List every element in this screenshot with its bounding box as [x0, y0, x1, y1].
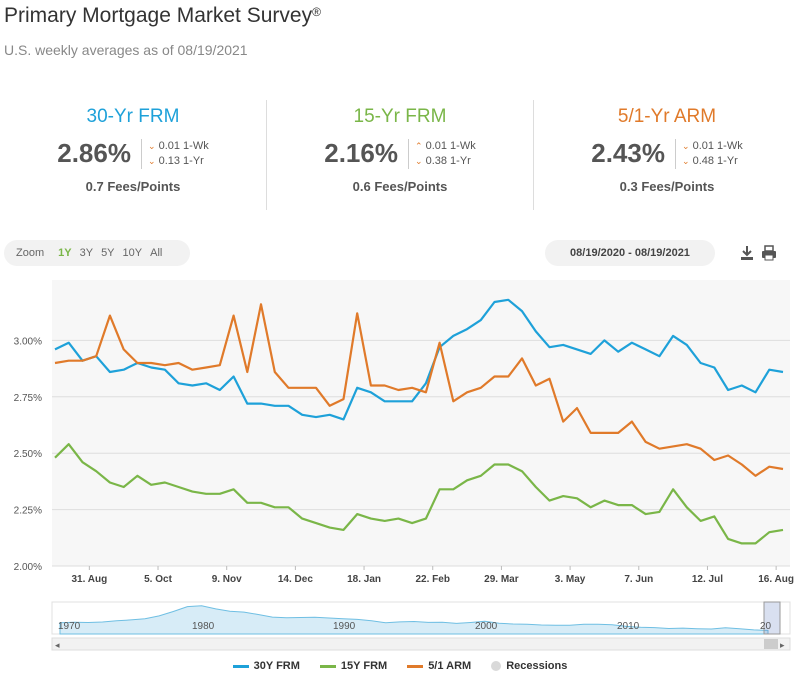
- rate-value: 2.16%: [324, 138, 398, 168]
- scroll-left-icon[interactable]: ◂: [55, 640, 60, 650]
- date-range[interactable]: 08/19/2020 - 08/19/2021: [545, 240, 715, 266]
- legend-item-30y[interactable]: 30Y FRM: [232, 660, 300, 672]
- navigator-label: 2010: [617, 621, 640, 632]
- week-change: 0.01 1-Wk: [692, 139, 743, 152]
- rate-change: ⌄ 0.01 1-Wk ⌄ 0.48 1-Yr: [674, 138, 743, 169]
- rate-fees: 0.6 Fees/Points: [352, 179, 448, 194]
- rate-chart: 2.00% 2.25% 2.50% 2.75% 3.00% 31. Aug 5. Oct 9.…: [14, 280, 794, 585]
- rate-30yr: 30-Yr FRM 2.86% ⌄ 0.01 1-Wk ⌄ 0.13 1-Yr …: [0, 100, 266, 210]
- title-text: Primary Mortgage Market Survey: [4, 4, 313, 27]
- zoom-all-button[interactable]: All: [150, 247, 163, 259]
- scrollbar-thumb[interactable]: [764, 639, 778, 649]
- download-icon[interactable]: [738, 244, 756, 262]
- rate-name: 15-Yr FRM: [353, 106, 447, 127]
- navigator-label: 1990: [333, 621, 356, 632]
- chevron-down-icon: ⌄: [414, 155, 423, 166]
- week-change: 0.01 1-Wk: [158, 139, 209, 152]
- legend-swatch: [407, 664, 424, 668]
- week-change: 0.01 1-Wk: [425, 139, 476, 152]
- zoom-bar: Zoom 1Y 3Y 5Y 10Y All: [4, 240, 190, 266]
- chart-navigator[interactable]: 1970 1980 1990 2000 2010 20 ◂ ▸: [0, 600, 800, 652]
- legend-label: 15Y FRM: [340, 660, 388, 672]
- rate-name: 5/1-Yr ARM: [617, 106, 717, 127]
- chevron-down-icon: ⌄: [147, 140, 156, 151]
- navigator-series: [59, 605, 769, 635]
- chevron-down-icon: ⌄: [147, 155, 156, 166]
- scrollbar-track[interactable]: [51, 637, 791, 651]
- page-subtitle: U.S. weekly averages as of 08/19/2021: [4, 42, 248, 58]
- zoom-5y-button[interactable]: 5Y: [101, 247, 115, 259]
- y-tick-label: 3.00%: [14, 336, 42, 347]
- navigator-label: 1980: [192, 621, 215, 632]
- zoom-1y-button[interactable]: 1Y: [58, 247, 72, 259]
- y-tick-label: 2.00%: [14, 562, 42, 573]
- rate-value: 2.86%: [57, 138, 131, 168]
- scroll-right-icon[interactable]: ▸: [780, 640, 785, 650]
- x-tick-label: 14. Dec: [278, 574, 313, 585]
- navigator-selection[interactable]: [763, 601, 781, 635]
- navigator-label: 2000: [475, 621, 498, 632]
- navigator-label: 1970: [58, 621, 81, 632]
- y-tick-label: 2.25%: [14, 506, 42, 517]
- chevron-down-icon: ⌄: [681, 155, 690, 166]
- legend-label: 30Y FRM: [253, 660, 300, 672]
- chevron-up-icon: ⌃: [414, 140, 423, 151]
- legend-swatch: [319, 664, 336, 668]
- page-title: Primary Mortgage Market Survey®: [4, 4, 321, 28]
- year-change: 0.38 1-Yr: [425, 154, 471, 167]
- x-tick-label: 12. Jul: [692, 574, 723, 585]
- rate-change: ⌄ 0.01 1-Wk ⌄ 0.13 1-Yr: [140, 138, 209, 169]
- x-tick-label: 7. Jun: [624, 574, 653, 585]
- x-tick-label: 3. May: [555, 574, 586, 585]
- legend-swatch: [232, 664, 249, 668]
- x-tick-label: 5. Oct: [144, 574, 172, 585]
- series-line-5-1-arm: [54, 303, 784, 477]
- x-tick-label: 31. Aug: [71, 574, 107, 585]
- zoom-3y-button[interactable]: 3Y: [79, 247, 94, 259]
- zoom-label: Zoom: [16, 247, 45, 259]
- rate-summary: 30-Yr FRM 2.86% ⌄ 0.01 1-Wk ⌄ 0.13 1-Yr …: [0, 100, 800, 210]
- series-line-15y-frm: [54, 443, 784, 545]
- print-icon[interactable]: [760, 244, 778, 262]
- rate-15yr: 15-Yr FRM 2.16% ⌃ 0.01 1-Wk ⌄ 0.38 1-Yr …: [266, 100, 533, 210]
- rate-value: 2.43%: [591, 138, 665, 168]
- zoom-10y-button[interactable]: 10Y: [122, 247, 143, 259]
- series-line-30y-frm: [54, 298, 784, 421]
- rate-fees: 0.7 Fees/Points: [85, 179, 181, 194]
- year-change: 0.48 1-Yr: [692, 154, 738, 167]
- legend-label: 5/1 ARM: [428, 660, 472, 672]
- legend-item-arm[interactable]: 5/1 ARM: [407, 660, 471, 672]
- navigator-label: 20: [760, 621, 772, 632]
- x-tick-label: 18. Jan: [347, 574, 381, 585]
- y-tick-label: 2.50%: [14, 449, 42, 460]
- x-tick-label: 9. Nov: [212, 574, 242, 585]
- y-tick-label: 2.75%: [14, 393, 42, 404]
- legend-dot: [491, 661, 502, 671]
- rate-name: 30-Yr FRM: [86, 106, 180, 127]
- year-change: 0.13 1-Yr: [158, 154, 204, 167]
- plot-area: [52, 280, 790, 566]
- x-tick-label: 16. Aug: [758, 574, 794, 585]
- chevron-down-icon: ⌄: [681, 140, 690, 151]
- rate-arm: 5/1-Yr ARM 2.43% ⌄ 0.01 1-Wk ⌄ 0.48 1-Yr…: [533, 100, 800, 210]
- chart-legend: 30Y FRM 15Y FRM 5/1 ARM Recessions: [0, 660, 800, 672]
- rate-fees: 0.3 Fees/Points: [619, 179, 715, 194]
- legend-item-recessions[interactable]: Recessions: [491, 660, 567, 672]
- x-tick-label: 22. Feb: [416, 574, 450, 585]
- x-tick-label: 29. Mar: [484, 574, 519, 585]
- legend-label: Recessions: [506, 660, 568, 672]
- rate-change: ⌃ 0.01 1-Wk ⌄ 0.38 1-Yr: [407, 138, 476, 169]
- legend-item-15y[interactable]: 15Y FRM: [319, 660, 388, 672]
- registered-mark: ®: [312, 5, 321, 19]
